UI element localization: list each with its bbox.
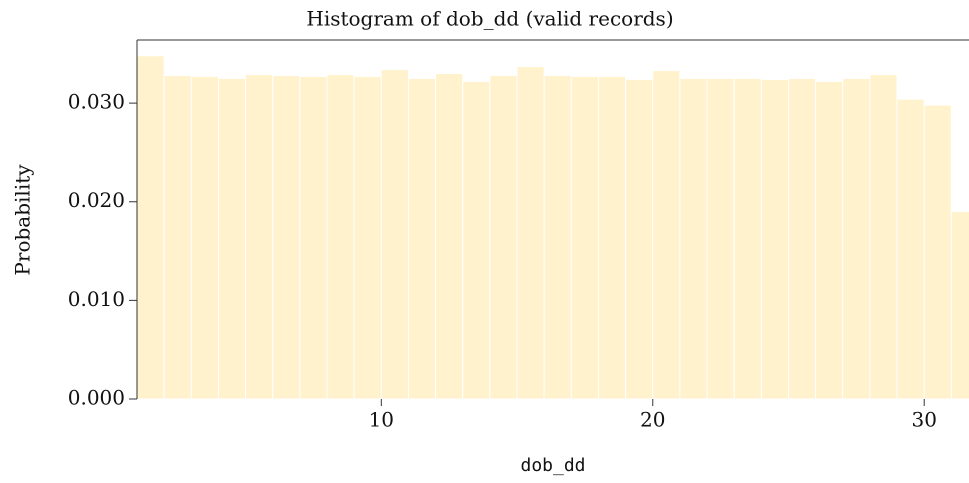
bar	[896, 98, 925, 399]
bar	[652, 70, 681, 399]
bar	[272, 75, 301, 399]
bar	[353, 75, 382, 399]
bar	[516, 66, 545, 399]
bar	[570, 75, 599, 399]
y-tick-label: 0.030	[68, 90, 125, 114]
bar	[950, 211, 969, 399]
bar	[299, 75, 328, 399]
bar	[137, 55, 165, 399]
x-tick-label: 20	[640, 408, 665, 432]
bar	[869, 74, 898, 399]
bar	[815, 80, 844, 399]
bar	[543, 75, 572, 399]
bar	[190, 75, 219, 399]
bar	[923, 104, 952, 399]
chart-title: Histogram of dob_dd (valid records)	[306, 7, 673, 31]
x-tick-label: 10	[369, 408, 394, 432]
bar	[787, 77, 817, 399]
bar	[380, 69, 409, 399]
bars	[137, 55, 969, 399]
bar	[326, 74, 355, 399]
bar	[245, 74, 274, 399]
y-axis-label: Probability	[11, 164, 35, 276]
bar	[163, 75, 192, 399]
bar	[679, 77, 708, 399]
y-tick-label: 0.000	[68, 386, 125, 410]
bar	[462, 80, 491, 399]
y-tick-label: 0.010	[68, 287, 125, 311]
bar	[625, 78, 654, 399]
y-tick-label: 0.020	[68, 188, 125, 212]
bar	[435, 73, 464, 399]
bar	[706, 77, 735, 399]
bar	[597, 75, 627, 399]
bar	[760, 78, 789, 399]
x-tick-label: 30	[911, 408, 936, 432]
bar	[842, 77, 871, 399]
x-axis-label: dob_dd	[520, 455, 585, 476]
bar	[217, 77, 247, 399]
bar	[407, 77, 437, 399]
bar	[733, 77, 762, 399]
bar	[489, 75, 518, 399]
